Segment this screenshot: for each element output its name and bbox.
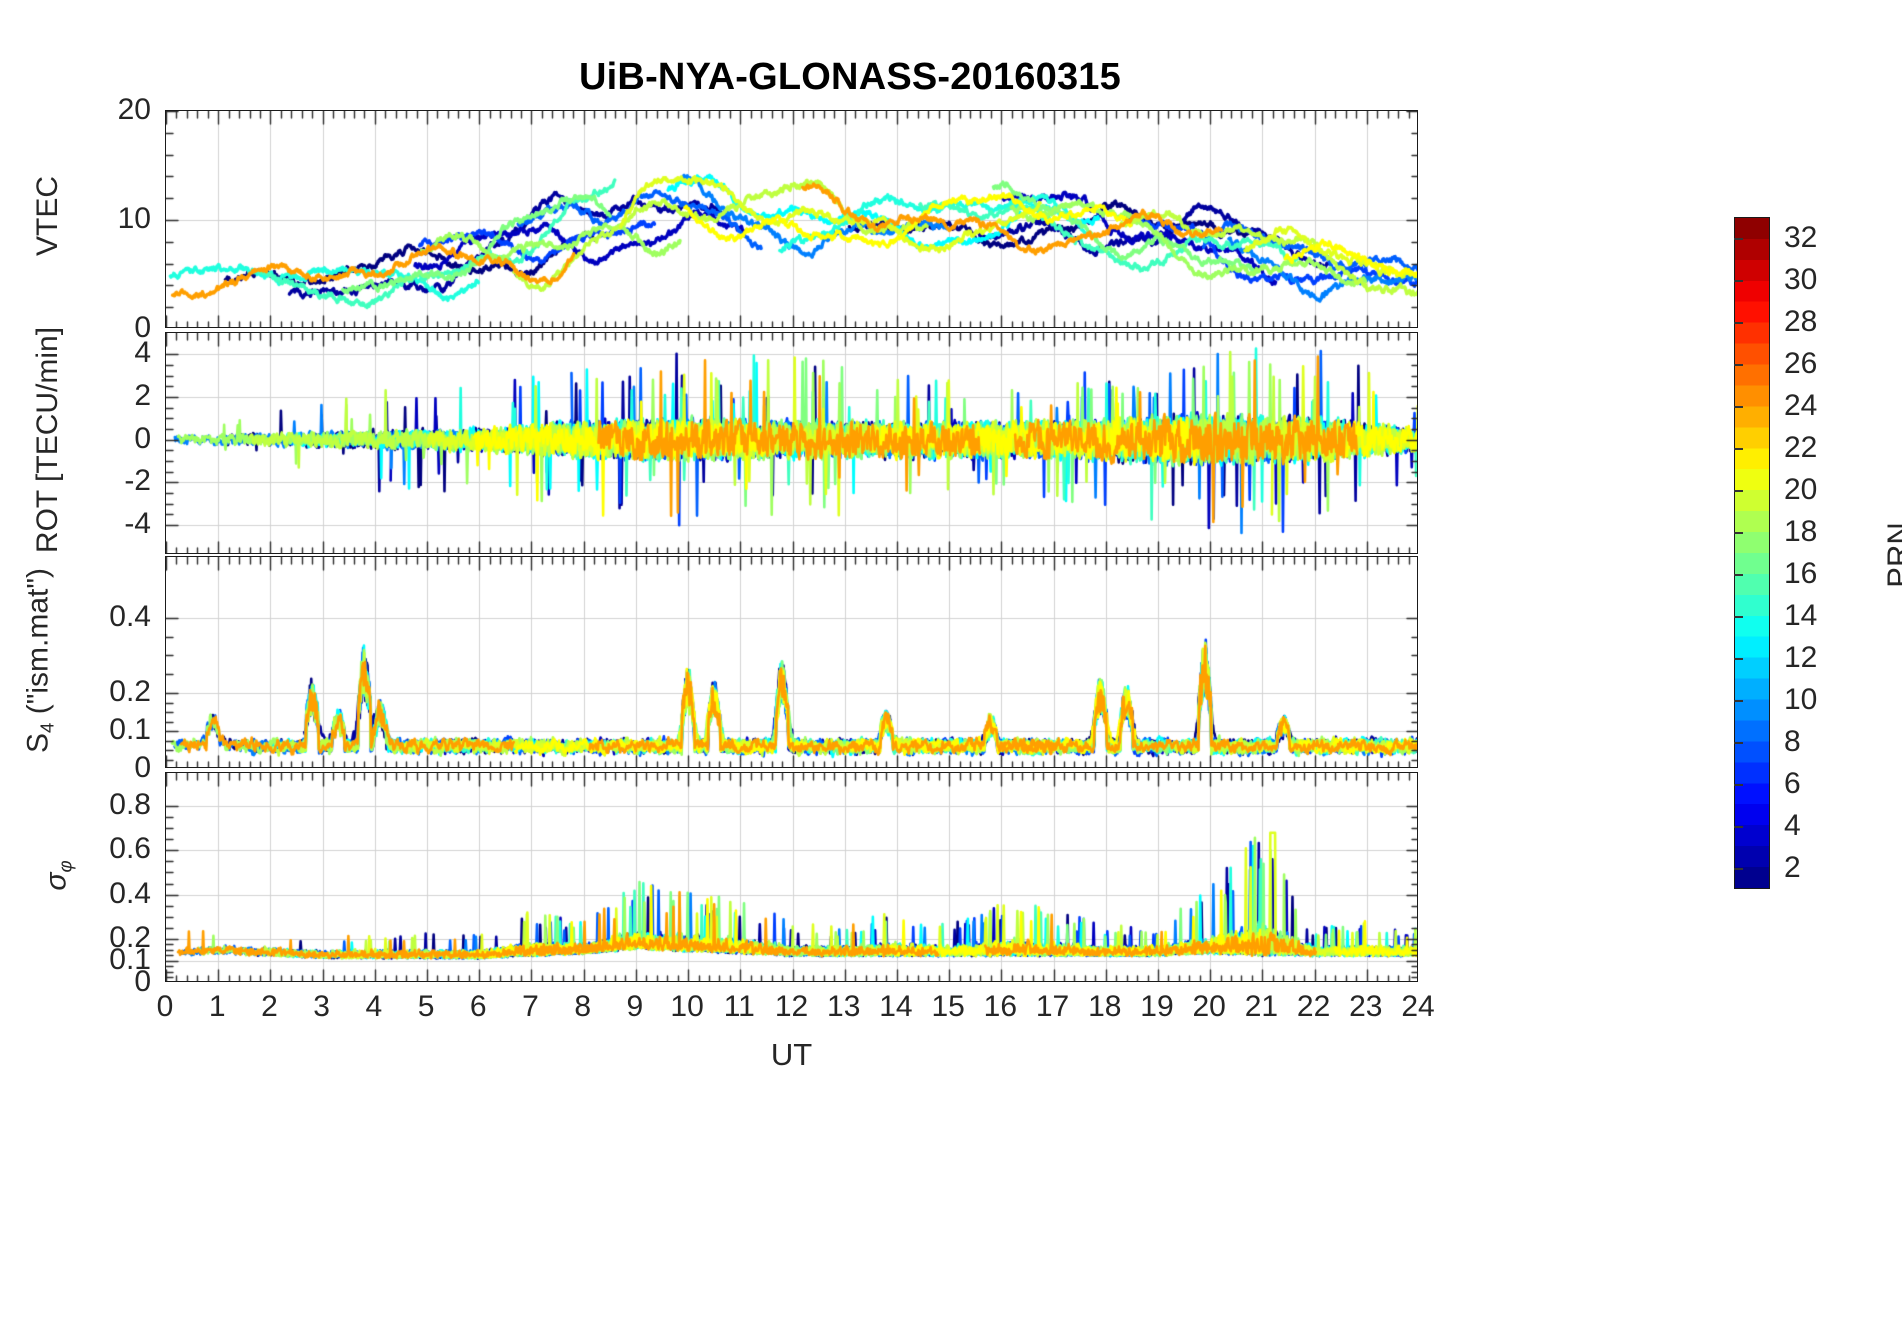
figure-title: UiB-NYA-GLONASS-20160315 xyxy=(579,56,1121,98)
colorbar-tick-8 xyxy=(1734,742,1743,744)
y-tick-rot-neg2: -2 xyxy=(124,464,151,498)
colorbar-label-32: 32 xyxy=(1784,221,1818,254)
colorbar-label-2: 2 xyxy=(1784,851,1801,884)
colorbar-tick-16 xyxy=(1734,574,1743,576)
colorbar-label-6: 6 xyxy=(1784,767,1801,800)
y-tick-vtec-0: 0 xyxy=(134,311,151,344)
colorbar-label-26: 26 xyxy=(1784,347,1818,380)
colorbar-label-16: 16 xyxy=(1784,557,1818,590)
colorbar-label-12: 12 xyxy=(1784,641,1818,674)
colorbar-label-28: 28 xyxy=(1784,305,1818,338)
colorbar[interactable] xyxy=(1734,217,1770,889)
y-tick-rot-4: 4 xyxy=(134,336,151,370)
colorbar-label-4: 4 xyxy=(1784,809,1801,842)
x-tick-21: 21 xyxy=(1244,990,1279,1023)
y-axis-label-sigma_phi: σφ xyxy=(39,860,76,891)
colorbar-tick-6 xyxy=(1734,784,1743,786)
x-tick-10: 10 xyxy=(670,990,704,1023)
plot-panel-vtec xyxy=(165,110,1418,328)
x-tick-22: 22 xyxy=(1296,990,1331,1023)
x-tick-7: 7 xyxy=(522,990,539,1023)
colorbar-tick-2 xyxy=(1734,868,1743,870)
colorbar-tick-12 xyxy=(1734,658,1743,660)
y-tick-sigma_phi-0p8: 0.8 xyxy=(109,788,151,822)
colorbar-tick-14 xyxy=(1734,616,1743,618)
colorbar-tick-20 xyxy=(1734,490,1743,492)
y-tick-s4-0p4: 0.4 xyxy=(109,599,151,633)
y-tick-s4-0: 0 xyxy=(134,751,151,784)
y-tick-s4-0p1: 0.1 xyxy=(109,713,151,747)
colorbar-tick-18 xyxy=(1734,532,1743,534)
colorbar-label-22: 22 xyxy=(1784,431,1818,464)
y-tick-sigma_phi-0p4: 0.4 xyxy=(109,876,151,910)
colorbar-tick-28 xyxy=(1734,322,1743,324)
x-tick-15: 15 xyxy=(931,990,965,1023)
y-tick-vtec-20: 20 xyxy=(117,93,151,126)
x-tick-13: 13 xyxy=(827,990,861,1023)
plot-panel-s4 xyxy=(165,556,1418,768)
x-tick-6: 6 xyxy=(469,990,487,1023)
x-tick-19: 19 xyxy=(1140,990,1174,1023)
x-tick-9: 9 xyxy=(626,990,644,1023)
plot-canvas-vtec xyxy=(166,111,1417,327)
colorbar-label-14: 14 xyxy=(1784,599,1818,632)
colorbar-tick-22 xyxy=(1734,448,1743,450)
y-tick-rot-neg4: -4 xyxy=(124,507,151,541)
x-axis-label: UT xyxy=(770,1037,813,1072)
colorbar-tick-4 xyxy=(1734,826,1743,828)
y-tick-rot-0: 0 xyxy=(134,421,151,455)
plot-panel-rot xyxy=(165,332,1418,554)
colorbar-tick-10 xyxy=(1734,700,1743,702)
x-tick-0: 0 xyxy=(156,990,174,1023)
x-tick-16: 16 xyxy=(983,990,1018,1023)
plot-canvas-rot xyxy=(166,333,1417,553)
y-tick-sigma_phi-0p1: 0.1 xyxy=(109,942,151,976)
x-tick-20: 20 xyxy=(1192,990,1226,1023)
x-tick-2: 2 xyxy=(261,990,278,1023)
y-tick-s4-0p2: 0.2 xyxy=(109,675,151,709)
x-tick-5: 5 xyxy=(417,990,435,1023)
x-tick-23: 23 xyxy=(1349,990,1383,1023)
x-tick-17: 17 xyxy=(1035,990,1070,1023)
colorbar-tick-32 xyxy=(1734,238,1743,240)
x-tick-12: 12 xyxy=(774,990,809,1023)
y-tick-sigma_phi-0: 0 xyxy=(134,965,151,998)
colorbar-tick-26 xyxy=(1734,364,1743,366)
plot-panel-sigma_phi xyxy=(165,772,1418,982)
y-tick-sigma_phi-0p2: 0.2 xyxy=(109,920,151,954)
colorbar-label-18: 18 xyxy=(1784,515,1818,548)
colorbar-label-30: 30 xyxy=(1784,263,1818,296)
colorbar-tick-24 xyxy=(1734,406,1743,408)
x-tick-24: 24 xyxy=(1401,990,1435,1023)
x-tick-8: 8 xyxy=(574,990,591,1023)
plot-canvas-sigma_phi xyxy=(166,773,1417,981)
y-tick-rot-2: 2 xyxy=(134,379,151,413)
y-tick-vtec-10: 10 xyxy=(117,202,151,235)
x-tick-11: 11 xyxy=(723,990,755,1023)
colorbar-label-10: 10 xyxy=(1784,683,1818,716)
colorbar-title: PRN xyxy=(1880,522,1902,588)
x-tick-1: 1 xyxy=(208,990,226,1023)
colorbar-label-20: 20 xyxy=(1784,473,1818,506)
x-tick-3: 3 xyxy=(313,990,330,1023)
colorbar-tick-30 xyxy=(1734,280,1743,282)
plot-canvas-s4 xyxy=(166,557,1417,767)
x-tick-4: 4 xyxy=(365,990,383,1023)
x-tick-14: 14 xyxy=(879,990,913,1023)
x-tick-18: 18 xyxy=(1088,990,1122,1023)
y-tick-sigma_phi-0p6: 0.6 xyxy=(109,832,151,866)
colorbar-label-8: 8 xyxy=(1784,725,1801,758)
colorbar-label-24: 24 xyxy=(1784,389,1818,422)
